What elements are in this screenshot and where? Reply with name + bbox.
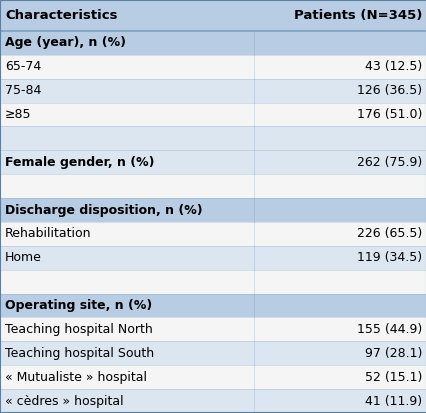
Bar	[0, 150, 426, 174]
Bar	[0, 389, 426, 413]
Bar	[0, 270, 426, 294]
Text: 65-74: 65-74	[5, 60, 41, 73]
Text: Operating site, n (%): Operating site, n (%)	[5, 299, 152, 312]
Text: Age (year), n (%): Age (year), n (%)	[5, 36, 126, 50]
Bar	[0, 318, 426, 342]
Bar	[0, 0, 426, 31]
Text: Characteristics: Characteristics	[5, 9, 117, 22]
Bar	[0, 198, 426, 222]
Text: 97 (28.1): 97 (28.1)	[364, 347, 421, 360]
Text: Patients (N=345): Patients (N=345)	[293, 9, 421, 22]
Text: 41 (11.9): 41 (11.9)	[364, 394, 421, 408]
Text: Female gender, n (%): Female gender, n (%)	[5, 156, 154, 169]
Bar	[0, 222, 426, 246]
Bar	[0, 342, 426, 365]
Bar	[0, 174, 426, 198]
Text: 75-84: 75-84	[5, 84, 41, 97]
Text: 43 (12.5): 43 (12.5)	[364, 60, 421, 73]
Text: Teaching hospital South: Teaching hospital South	[5, 347, 154, 360]
Text: 155 (44.9): 155 (44.9)	[356, 323, 421, 336]
Bar	[0, 365, 426, 389]
Text: Home: Home	[5, 251, 42, 264]
Text: 119 (34.5): 119 (34.5)	[356, 251, 421, 264]
Text: « Mutualiste » hospital: « Mutualiste » hospital	[5, 371, 147, 384]
Text: « cèdres » hospital: « cèdres » hospital	[5, 394, 124, 408]
Bar	[0, 31, 426, 55]
Text: Discharge disposition, n (%): Discharge disposition, n (%)	[5, 204, 202, 216]
Text: 52 (15.1): 52 (15.1)	[364, 371, 421, 384]
Bar	[0, 55, 426, 79]
Text: 226 (65.5): 226 (65.5)	[356, 228, 421, 240]
Text: Rehabilitation: Rehabilitation	[5, 228, 92, 240]
Text: 262 (75.9): 262 (75.9)	[356, 156, 421, 169]
Text: ≥85: ≥85	[5, 108, 32, 121]
Bar	[0, 246, 426, 270]
Text: Teaching hospital North: Teaching hospital North	[5, 323, 153, 336]
Text: 176 (51.0): 176 (51.0)	[356, 108, 421, 121]
Text: 126 (36.5): 126 (36.5)	[356, 84, 421, 97]
Bar	[0, 126, 426, 150]
Bar	[0, 79, 426, 102]
Bar	[0, 102, 426, 126]
Bar	[0, 294, 426, 318]
